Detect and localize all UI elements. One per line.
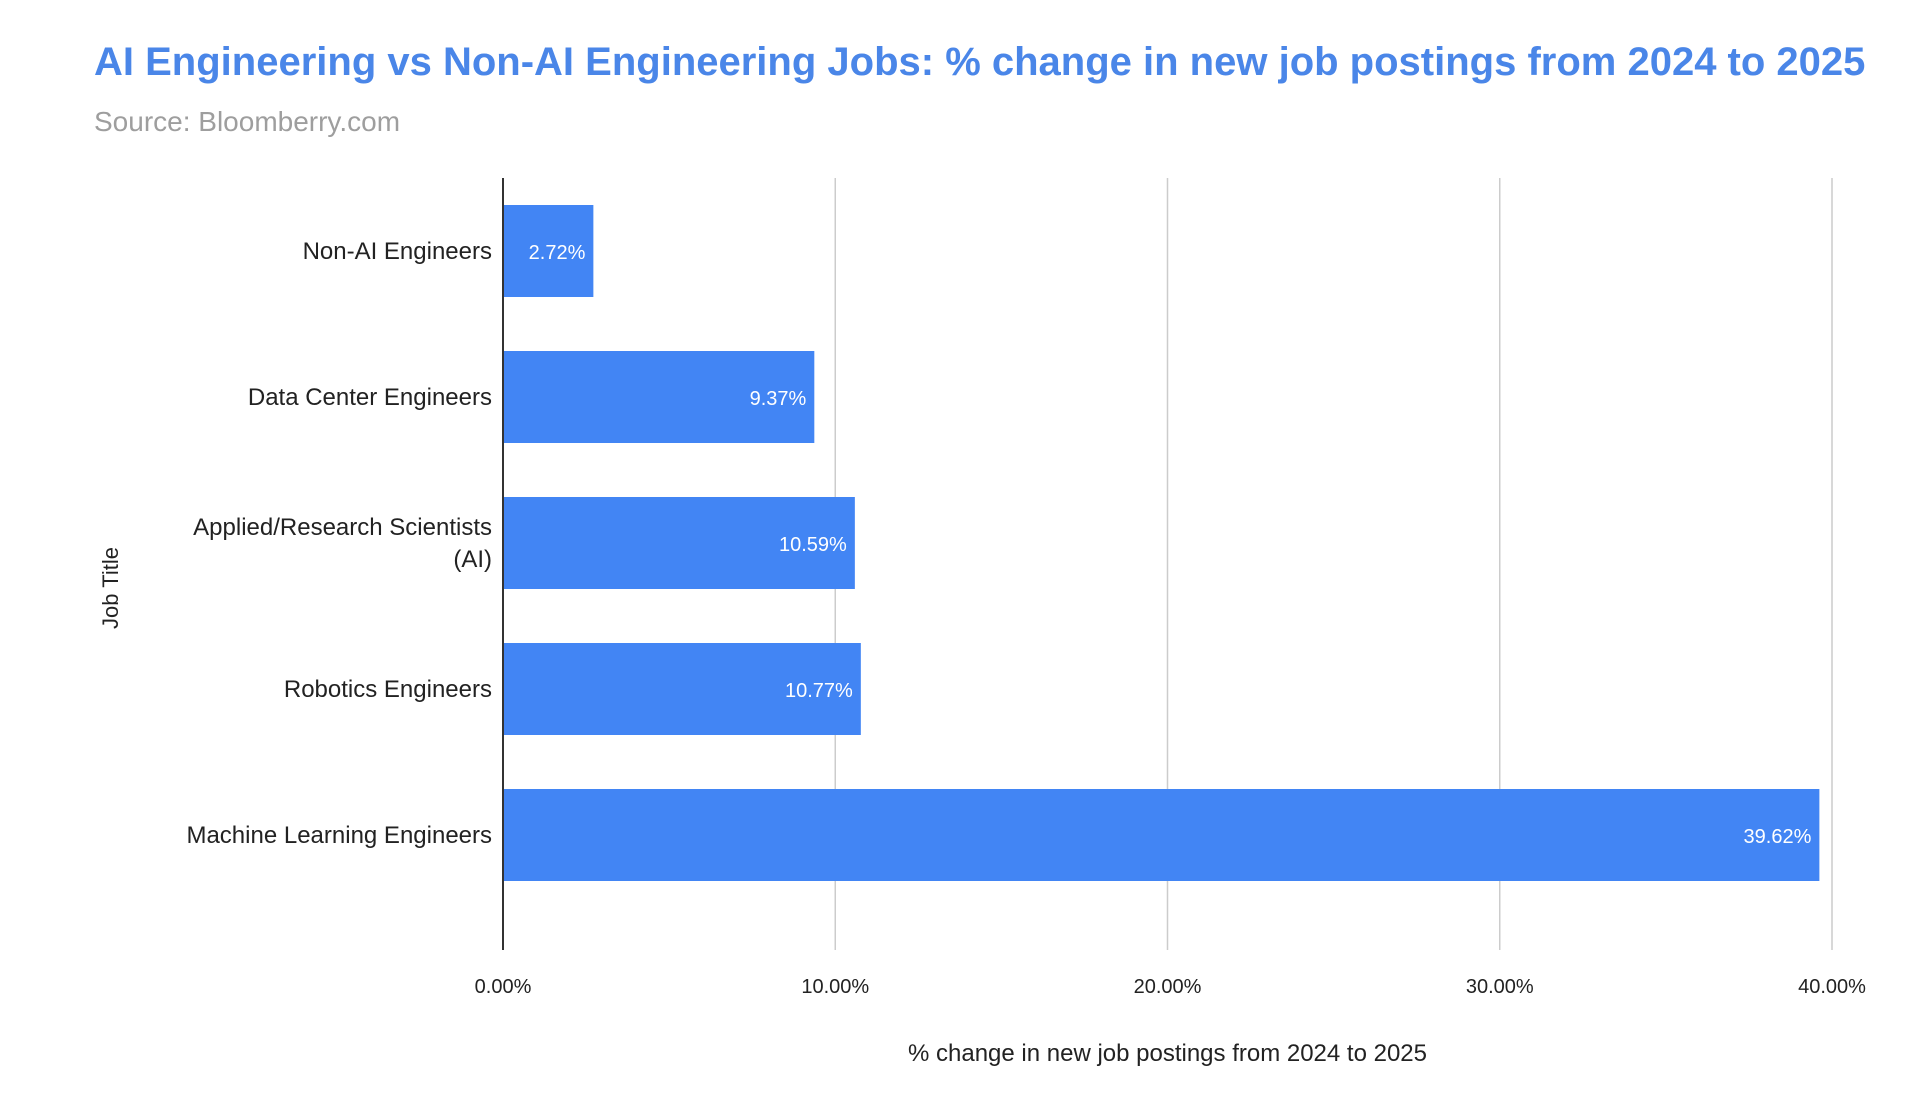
x-tick-label: 10.00% bbox=[801, 976, 869, 998]
category-label: Machine Learning Engineers bbox=[186, 822, 492, 849]
data-label: 2.72% bbox=[529, 242, 586, 264]
bar bbox=[503, 643, 861, 735]
x-tick-label: 0.00% bbox=[475, 976, 532, 998]
category-label: Robotics Engineers bbox=[284, 676, 492, 703]
x-axis-title: % change in new job postings from 2024 t… bbox=[908, 1040, 1427, 1067]
bars bbox=[503, 205, 1820, 881]
chart-title: AI Engineering vs Non-AI Engineering Job… bbox=[94, 40, 1866, 84]
data-label: 10.77% bbox=[785, 680, 853, 702]
category-label: (AI) bbox=[453, 546, 492, 573]
bar bbox=[503, 789, 1820, 881]
y-axis-title: Job Title bbox=[98, 547, 123, 629]
data-label: 39.62% bbox=[1744, 826, 1812, 848]
bar bbox=[503, 351, 815, 443]
category-label: Data Center Engineers bbox=[248, 384, 492, 411]
category-label: Applied/Research Scientists bbox=[193, 514, 492, 541]
chart-subtitle: Source: Bloomberry.com bbox=[94, 106, 401, 137]
x-tick-label: 20.00% bbox=[1134, 976, 1202, 998]
category-label: Non-AI Engineers bbox=[303, 238, 492, 265]
x-tick-label: 30.00% bbox=[1466, 976, 1534, 998]
bar bbox=[503, 497, 855, 589]
labels: 0.00% 10.00% 20.00% 30.00% 40.00% 2.72% Non-AI… bbox=[98, 238, 1866, 1067]
x-tick-label: 40.00% bbox=[1798, 976, 1866, 998]
data-label: 10.59% bbox=[779, 534, 847, 556]
bar bbox=[503, 205, 594, 297]
data-label: 9.37% bbox=[750, 388, 807, 410]
